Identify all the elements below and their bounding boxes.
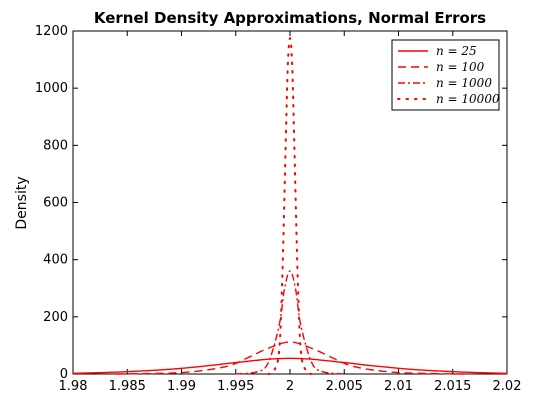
x-tick-label: 2 <box>286 379 294 394</box>
legend-label: n = 1000 <box>436 76 492 90</box>
x-tick-label: 2.015 <box>434 379 471 394</box>
legend: n = 25 n = 100 n = 1000 n = 10000 <box>391 39 500 111</box>
x-tick-label: 2.01 <box>384 379 413 394</box>
x-tick-label: 1.98 <box>59 379 88 394</box>
legend-label: n = 25 <box>436 44 477 58</box>
y-tick-label: 600 <box>43 196 68 211</box>
y-tick-label: 800 <box>43 138 68 153</box>
series-line-dashed <box>116 341 464 375</box>
x-tick-label: 2.02 <box>493 379 522 394</box>
x-tick-label: 1.995 <box>217 379 254 394</box>
legend-label: n = 100 <box>436 60 485 74</box>
series-line-solid <box>72 357 508 375</box>
plot-lines <box>72 37 508 375</box>
chart-title: Kernel Density Approximations, Normal Er… <box>94 9 486 27</box>
y-tick-label: 400 <box>43 253 68 268</box>
x-tick-label: 1.99 <box>167 379 196 394</box>
x-tick-label: 1.985 <box>109 379 146 394</box>
axes: 1.98 1.985 1.99 1.995 2 2.005 2.01 2.015 2.02 0 20… <box>35 24 522 394</box>
series-line-dotted <box>267 37 313 375</box>
legend-label: n = 10000 <box>436 92 500 106</box>
y-tick-label: 200 <box>43 310 68 325</box>
series-line-dashdot <box>235 270 345 375</box>
x-tick-label: 2.005 <box>326 379 363 394</box>
y-tick-label: 0 <box>60 367 68 382</box>
y-tick-label: 1000 <box>35 81 68 96</box>
y-tick-label: 1200 <box>35 24 68 39</box>
y-axis-label: Density <box>14 176 30 229</box>
